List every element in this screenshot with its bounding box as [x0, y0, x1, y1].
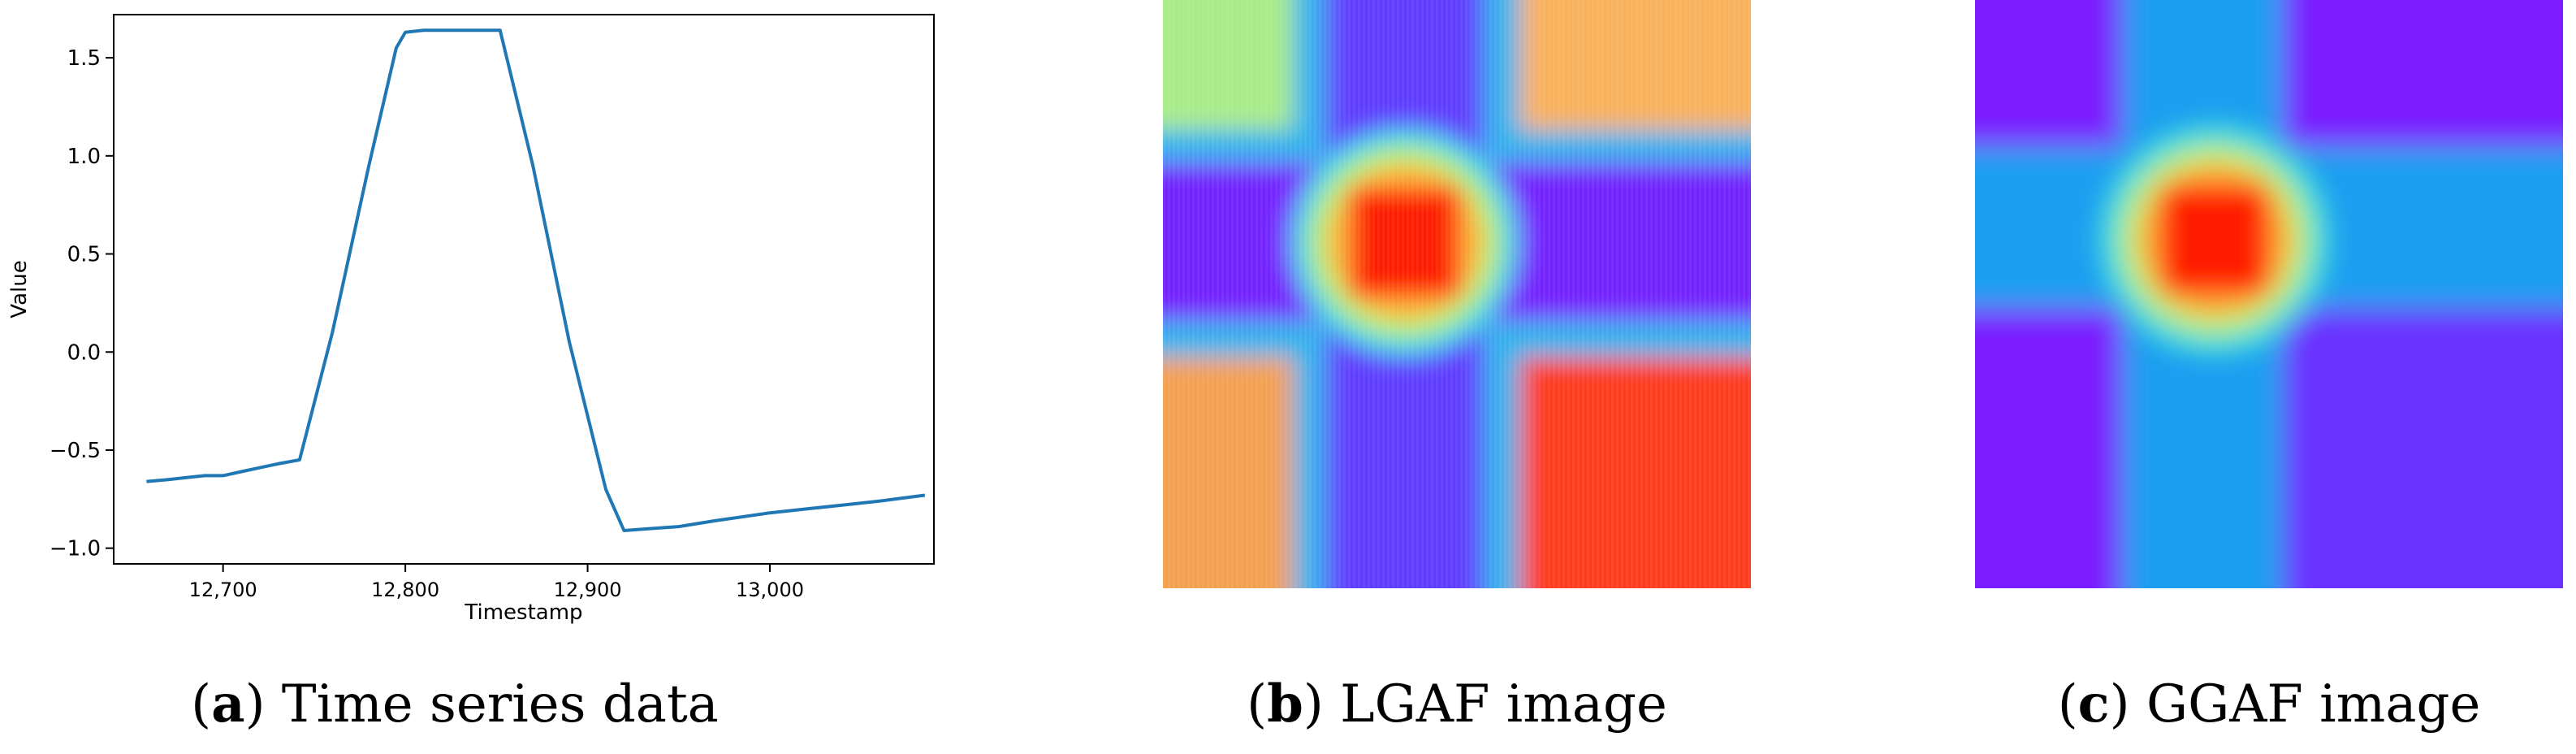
time-series-chart: −1.0 −0.5 0.0 0.5 1.0 1.5 12,700 12,800 12,900 13… [7, 14, 935, 625]
y-axis-label: Value [7, 260, 32, 318]
caption-b-text: LGAF image [1340, 674, 1667, 734]
y-tick-label: −1.0 [50, 537, 101, 561]
lgaf-heatmap [1163, 0, 1751, 588]
plot-frame [113, 14, 935, 565]
x-tick-label: 12,700 [189, 578, 257, 601]
caption-c-letter: c [2077, 674, 2110, 734]
x-axis-label: Timestamp [464, 600, 582, 625]
caption-c: (c) GGAF image [2057, 674, 2481, 734]
series-line [146, 28, 926, 532]
y-tick-label: 1.0 [67, 145, 101, 169]
y-tick-label: −0.5 [50, 439, 101, 463]
x-tick-label: 12,900 [554, 578, 622, 601]
caption-a-letter: a [211, 674, 245, 734]
caption-b: (b) LGAF image [1247, 674, 1667, 734]
y-tick-label: 0.5 [67, 243, 101, 267]
x-tick-label: 13,000 [736, 578, 804, 601]
caption-b-letter: b [1267, 674, 1303, 734]
y-tick-label: 1.5 [67, 46, 101, 71]
caption-c-text: GGAF image [2146, 674, 2481, 734]
caption-a-text: Time series data [281, 674, 719, 734]
caption-a: (a) Time series data [191, 674, 719, 734]
y-tick-label: 0.0 [67, 340, 101, 365]
x-tick-label: 12,800 [371, 578, 439, 601]
ggaf-heatmap [1975, 0, 2563, 588]
